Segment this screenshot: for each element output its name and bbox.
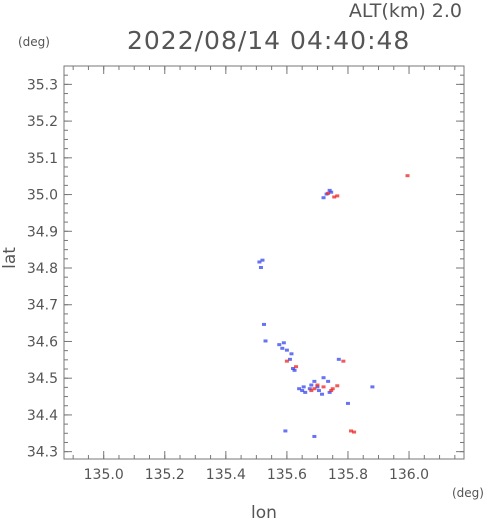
blue-echo-point — [307, 387, 312, 391]
blue-echo-point — [281, 341, 286, 345]
blue-echo-point — [329, 190, 334, 194]
blue-echo-point — [321, 376, 326, 380]
red-echo-point — [332, 195, 337, 199]
blue-echo-point — [320, 392, 325, 396]
blue-echo-point — [312, 434, 317, 438]
blue-echo-point — [370, 385, 375, 389]
red-echo-point — [330, 387, 335, 391]
red-echo-point — [284, 359, 289, 363]
blue-echo-point — [289, 352, 294, 356]
x-tick-label: 135.4 — [206, 467, 246, 483]
x-tick-label: 136.0 — [389, 467, 429, 483]
blue-echo-point — [277, 343, 282, 347]
blue-echo-point — [257, 260, 262, 264]
blue-echo-point — [300, 389, 305, 393]
blue-echo-point — [292, 368, 297, 372]
red-echo-point — [315, 383, 320, 387]
red-echo-point — [321, 385, 326, 389]
red-echo-point — [326, 191, 331, 195]
y-unit-label: (deg) — [18, 35, 50, 49]
plot-frame — [63, 65, 465, 460]
y-tick-label: 35.0 — [27, 188, 58, 204]
blue-echo-point — [284, 348, 289, 352]
x-unit-label: (deg) — [452, 486, 484, 500]
red-echo-point — [329, 389, 334, 393]
blue-echo-point — [263, 339, 268, 343]
blue-echo-point — [315, 385, 320, 389]
y-tick-label: 34.8 — [27, 261, 58, 277]
data-points — [257, 174, 410, 438]
y-tick-label: 34.5 — [27, 371, 58, 387]
y-tick-label: 34.6 — [27, 334, 58, 350]
tick-group: 135.0 135.2 135.4 135.6 135.8 136.0 34.3 34.4 34… — [27, 65, 464, 483]
blue-echo-point — [280, 346, 285, 350]
x-tick-label: 135.0 — [84, 467, 124, 483]
red-echo-point — [335, 194, 340, 198]
blue-echo-point — [327, 390, 332, 394]
red-echo-point — [335, 384, 340, 388]
x-axis-label: lon — [251, 503, 277, 521]
y-tick-label: 34.9 — [27, 224, 58, 240]
blue-echo-point — [309, 383, 314, 387]
blue-echo-point — [301, 385, 306, 389]
blue-echo-point — [326, 379, 331, 383]
blue-echo-point — [258, 266, 263, 270]
y-tick-label: 35.3 — [27, 77, 58, 93]
blue-echo-point — [327, 188, 332, 192]
blue-echo-point — [283, 429, 288, 433]
blue-echo-point — [345, 401, 350, 405]
blue-echo-point — [287, 357, 292, 361]
blue-echo-point — [260, 258, 265, 262]
y-tick-label: 35.1 — [27, 151, 58, 167]
y-tick-label: 34.4 — [27, 408, 58, 424]
blue-echo-point — [262, 322, 266, 326]
red-echo-point — [312, 387, 317, 391]
blue-echo-point — [297, 387, 302, 391]
blue-echo-point — [312, 379, 317, 383]
x-tick-label: 135.8 — [328, 467, 368, 483]
red-echo-point — [352, 430, 357, 434]
red-echo-point — [309, 389, 314, 393]
blue-echo-point — [316, 389, 321, 393]
x-tick-label: 135.2 — [145, 467, 185, 483]
blue-echo-point — [291, 367, 296, 371]
red-echo-point — [405, 174, 410, 178]
altitude-label: ALT(km) 2.0 — [349, 0, 462, 22]
y-tick-label: 35.2 — [27, 114, 58, 130]
y-tick-label: 34.7 — [27, 298, 58, 314]
x-tick-label: 135.6 — [267, 467, 307, 483]
chart-title: 2022/08/14 04:40:48 — [127, 26, 410, 55]
blue-echo-point — [303, 390, 308, 394]
y-tick-label: 34.3 — [27, 445, 58, 461]
blue-echo-point — [336, 357, 341, 361]
y-axis-label: lat — [0, 247, 20, 269]
red-echo-point — [349, 429, 354, 433]
blue-echo-point — [321, 196, 326, 200]
red-echo-point — [294, 365, 299, 369]
red-echo-point — [341, 359, 346, 363]
